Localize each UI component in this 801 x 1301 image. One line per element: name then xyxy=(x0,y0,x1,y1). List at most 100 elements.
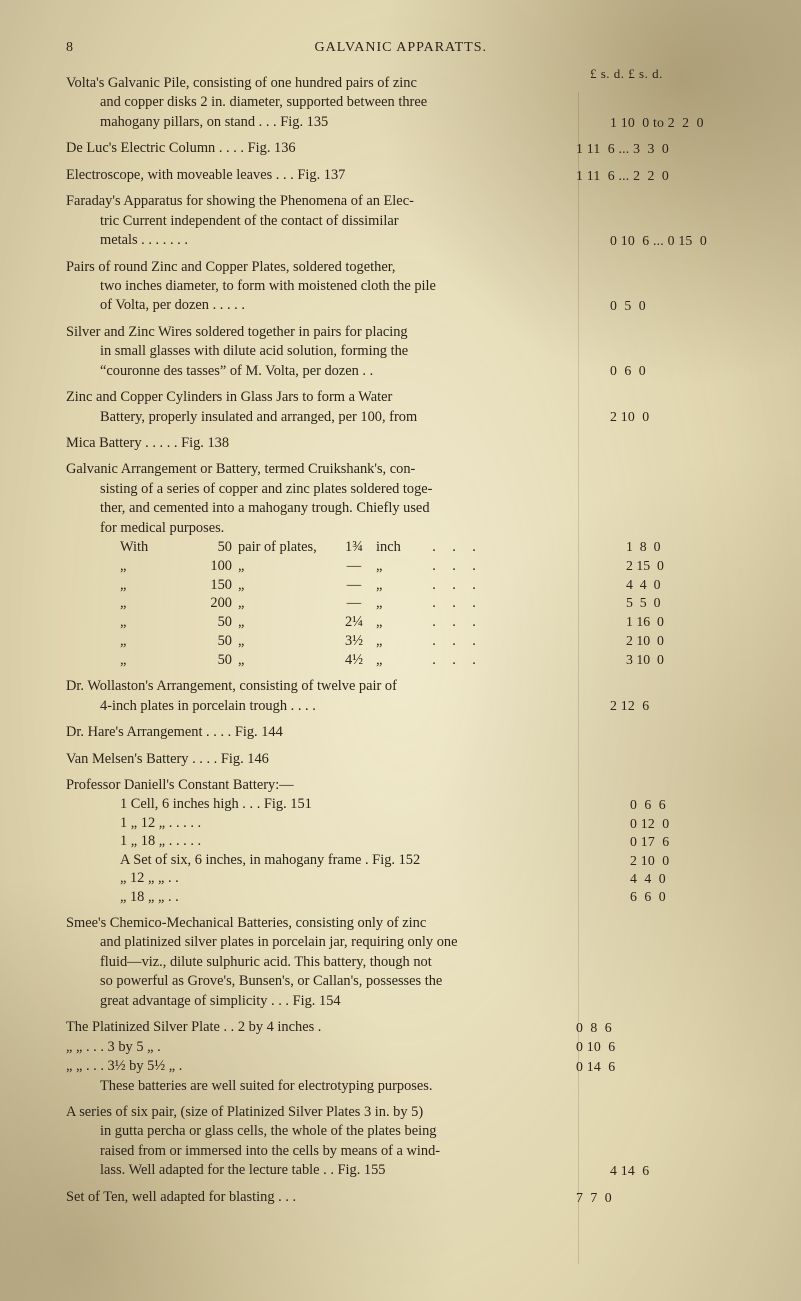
cell-price: 0 6 6 xyxy=(630,796,801,814)
dot: . xyxy=(444,613,464,632)
dot: . xyxy=(424,632,444,651)
dot: . xyxy=(444,576,464,595)
cell-text: „ 12 „ „ . . xyxy=(66,869,630,887)
with-size: 1¾ xyxy=(332,538,376,557)
entry-text: fluid—viz., dilute sulphuric acid. This … xyxy=(66,953,610,971)
entry-text: Battery, properly insulated and arranged… xyxy=(66,408,610,426)
entry-price: 2 12 6 xyxy=(610,697,786,715)
entry-price: 1 10 0 to 2 2 0 xyxy=(610,114,786,132)
entry-text: in gutta percha or glass cells, the whol… xyxy=(66,1122,610,1140)
dot: . xyxy=(424,538,444,557)
with-unit: „ xyxy=(376,651,424,670)
with-count: 50 xyxy=(174,538,238,557)
entry: De Luc's Electric Column . . . . Fig. 13… xyxy=(66,139,748,157)
dot: . xyxy=(444,594,464,613)
entry: two inches diameter, to form with moiste… xyxy=(66,277,748,295)
cell-price: 6 6 0 xyxy=(630,888,801,906)
entry-text: Zinc and Copper Cylinders in Glass Jars … xyxy=(66,388,570,406)
with-price: 5 5 0 xyxy=(484,594,748,613)
entry-price: 4 14 6 xyxy=(610,1162,786,1180)
entry: raised from or immersed into the cells b… xyxy=(66,1142,748,1160)
with-text: „ xyxy=(238,557,332,576)
cell-text: 1 „ 18 „ . . . . . xyxy=(66,832,630,850)
entry-text: Dr. Wollaston's Arrangement, consisting … xyxy=(66,677,570,695)
dot: . xyxy=(444,632,464,651)
with-count: 50 xyxy=(174,632,238,651)
with-label: „ xyxy=(120,576,174,595)
with-text: „ xyxy=(238,632,332,651)
entry-text: so powerful as Grove's, Bunsen's, or Cal… xyxy=(66,972,610,990)
entry-text: „ „ . . . 3 by 5 „ . xyxy=(66,1038,570,1056)
entry: Battery, properly insulated and arranged… xyxy=(66,408,748,426)
entry-text: sisting of a series of copper and zinc p… xyxy=(66,480,610,498)
entry: of Volta, per dozen . . . . .0 5 0 xyxy=(66,296,748,314)
with-count: 100 xyxy=(174,557,238,576)
entry-text: Van Melsen's Battery . . . . Fig. 146 xyxy=(66,750,570,768)
entry-text: ther, and cemented into a mahogany troug… xyxy=(66,499,610,517)
entry-text: great advantage of simplicity . . . Fig.… xyxy=(66,992,610,1010)
entry-text: A series of six pair, (size of Platinize… xyxy=(66,1103,570,1121)
entry: “couronne des tasses” of M. Volta, per d… xyxy=(66,362,748,380)
entry-text: Set of Ten, well adapted for blasting . … xyxy=(66,1188,570,1206)
with-size: — xyxy=(332,557,376,576)
with-row: „200„—„...5 5 0 xyxy=(66,594,748,613)
cell-row: „ 12 „ „ . .4 4 0 xyxy=(66,869,748,887)
entry: „ „ . . . 3 by 5 „ .0 10 6 xyxy=(66,1038,748,1056)
entry-text: tric Current independent of the contact … xyxy=(66,212,610,230)
with-size: — xyxy=(332,594,376,613)
cell-row: „ 18 „ „ . .6 6 0 xyxy=(66,888,748,906)
entry: great advantage of simplicity . . . Fig.… xyxy=(66,992,748,1010)
dot: . xyxy=(464,594,484,613)
with-text: „ xyxy=(238,594,332,613)
with-text: „ xyxy=(238,651,332,670)
entry-text: Pairs of round Zinc and Copper Plates, s… xyxy=(66,258,570,276)
entry-price: 2 10 0 xyxy=(610,408,786,426)
cell-text: 1 „ 12 „ . . . . . xyxy=(66,814,630,832)
entry-text: Smee's Chemico-Mechanical Batteries, con… xyxy=(66,914,570,932)
entry-text: Electroscope, with moveable leaves . . .… xyxy=(66,166,570,184)
entry-text: 4-inch plates in porcelain trough . . . … xyxy=(66,697,610,715)
entry-text: Volta's Galvanic Pile, consisting of one… xyxy=(66,74,570,92)
entry-text: raised from or immersed into the cells b… xyxy=(66,1142,610,1160)
with-label: With xyxy=(120,538,174,557)
with-size: 2¼ xyxy=(332,613,376,632)
dot: . xyxy=(464,632,484,651)
with-unit: „ xyxy=(376,632,424,651)
entry-price: 1 11 6 ... 2 2 0 xyxy=(576,167,752,185)
entry: mahogany pillars, on stand . . . Fig. 13… xyxy=(66,113,748,131)
with-row: „50„3½„...2 10 0 xyxy=(66,632,748,651)
cell-row: A Set of six, 6 inches, in mahogany fram… xyxy=(66,851,748,869)
cell-text: A Set of six, 6 inches, in mahogany fram… xyxy=(66,851,630,869)
entry-text: Mica Battery . . . . . Fig. 138 xyxy=(66,434,570,452)
entry: in small glasses with dilute acid soluti… xyxy=(66,342,748,360)
with-text: „ xyxy=(238,613,332,632)
entry-price: 0 10 6 xyxy=(576,1038,752,1056)
dot: . xyxy=(424,557,444,576)
entry-text: of Volta, per dozen . . . . . xyxy=(66,296,610,314)
page-number: 8 xyxy=(66,40,74,56)
cell-row: 1 Cell, 6 inches high . . . Fig. 1510 6 … xyxy=(66,795,748,813)
running-head: GALVANIC APPARATTS. xyxy=(314,40,487,56)
dot: . xyxy=(424,651,444,670)
entry-text: “couronne des tasses” of M. Volta, per d… xyxy=(66,362,610,380)
cell-price: 0 12 0 xyxy=(630,815,801,833)
with-size: 4½ xyxy=(332,651,376,670)
entry: The Platinized Silver Plate . . 2 by 4 i… xyxy=(66,1018,748,1036)
with-count: 50 xyxy=(174,613,238,632)
entry-price: 0 5 0 xyxy=(610,297,786,315)
entry: metals . . . . . . .0 10 6 ... 0 15 0 xyxy=(66,231,748,249)
entry-price: 7 7 0 xyxy=(576,1189,752,1207)
entry-text: lass. Well adapted for the lecture table… xyxy=(66,1161,610,1179)
dot: . xyxy=(444,651,464,670)
with-row: „150„—„...4 4 0 xyxy=(66,576,748,595)
dot: . xyxy=(424,576,444,595)
entry: Van Melsen's Battery . . . . Fig. 146 xyxy=(66,750,748,768)
entry-text: two inches diameter, to form with moiste… xyxy=(66,277,610,295)
dot: . xyxy=(444,557,464,576)
entry-text: mahogany pillars, on stand . . . Fig. 13… xyxy=(66,113,610,131)
entry: for medical purposes. xyxy=(66,519,748,537)
with-size: — xyxy=(332,576,376,595)
entry-price: 0 14 6 xyxy=(576,1058,752,1076)
with-row: „50„2¼„...1 16 0 xyxy=(66,613,748,632)
entry-text: Silver and Zinc Wires soldered together … xyxy=(66,323,570,341)
